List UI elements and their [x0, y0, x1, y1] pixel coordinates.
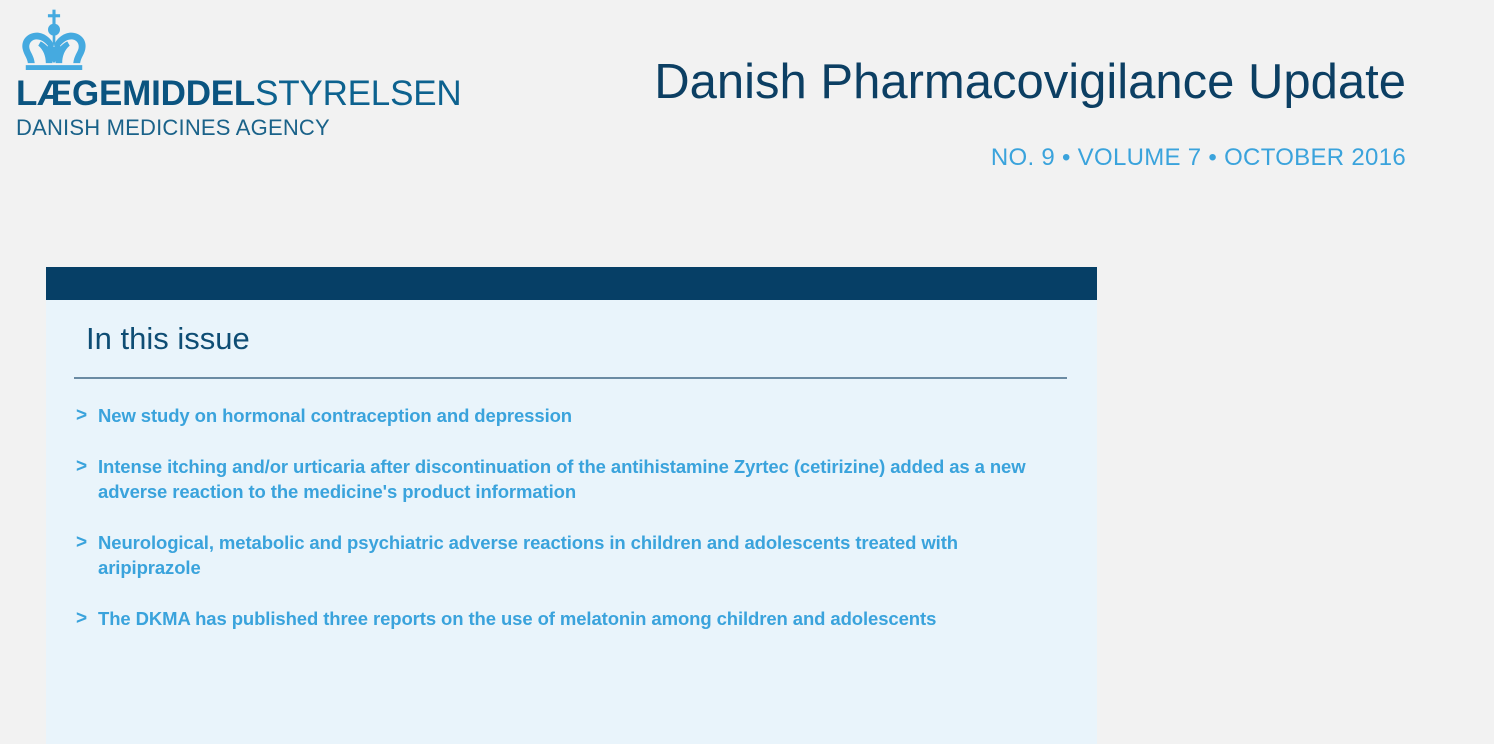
- list-item-label: The DKMA has published three reports on …: [98, 608, 937, 629]
- agency-logo[interactable]: LÆGEMIDDELSTYRELSEN DANISH MEDICINES AGE…: [16, 8, 516, 141]
- panel-heading: In this issue: [86, 321, 250, 356]
- issue-line: NO. 9 • VOLUME 7 • OCTOBER 2016: [990, 144, 1406, 171]
- panel-body: In this issue > New study on hormonal co…: [46, 300, 1097, 744]
- logo-wordmark-light: STYRELSEN: [255, 74, 462, 113]
- chevron-right-icon: >: [76, 608, 88, 629]
- list-item[interactable]: > Neurological, metabolic and psychiatri…: [76, 530, 1057, 580]
- list-item[interactable]: > New study on hormonal contraception an…: [76, 403, 1057, 428]
- list-item-label: Neurological, metabolic and psychiatric …: [98, 532, 958, 578]
- list-item[interactable]: > The DKMA has published three reports o…: [76, 606, 1057, 631]
- title-block: Danish Pharmacovigilance Update NO. 9 • …: [506, 52, 1406, 173]
- list-item-label: Intense itching and/or urticaria after d…: [98, 456, 1026, 502]
- logo-wordmark-strong: LÆGEMIDDEL: [16, 74, 256, 113]
- in-this-issue-panel: In this issue > New study on hormonal co…: [46, 267, 1097, 744]
- panel-divider: [74, 377, 1067, 379]
- toc-list: > New study on hormonal contraception an…: [46, 379, 1097, 631]
- chevron-right-icon: >: [76, 456, 88, 477]
- chevron-right-icon: >: [76, 532, 88, 553]
- logo-subname: DANISH MEDICINES AGENCY: [16, 115, 330, 140]
- danish-crown-icon: [22, 9, 86, 70]
- chevron-right-icon: >: [76, 405, 88, 426]
- list-item[interactable]: > Intense itching and/or urticaria after…: [76, 454, 1057, 504]
- panel-top-bar: [46, 267, 1097, 300]
- masthead: LÆGEMIDDELSTYRELSEN DANISH MEDICINES AGE…: [0, 0, 1494, 230]
- logo-wordmark: LÆGEMIDDELSTYRELSEN: [16, 74, 516, 114]
- list-item-label: New study on hormonal contraception and …: [98, 405, 573, 426]
- publication-title: Danish Pharmacovigilance Update: [654, 55, 1406, 109]
